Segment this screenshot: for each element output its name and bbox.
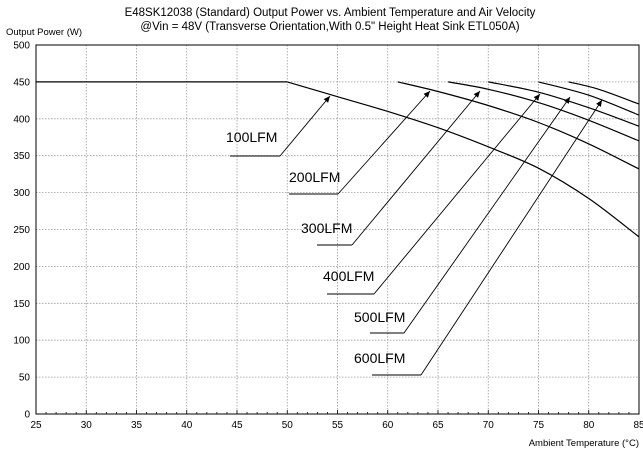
series-line-4 [538, 81, 640, 116]
y-tick-label: 300 [13, 188, 30, 199]
x-tick-label: 70 [483, 420, 495, 431]
y-tick-label: 450 [13, 77, 30, 88]
x-tick-label: 65 [432, 420, 444, 431]
series-line-5 [568, 81, 640, 105]
leader-line-0 [279, 95, 331, 157]
series-label-3: 400LFM [323, 268, 374, 284]
x-tick-label: 35 [131, 420, 143, 431]
series-label-4: 500LFM [354, 309, 405, 325]
series-label-0: 100LFM [226, 129, 277, 145]
y-tick-label: 50 [19, 373, 31, 384]
y-tick-label: 200 [13, 262, 30, 273]
y-axis-label: Output Power (W) [6, 27, 82, 38]
leader-arrowhead-4 [564, 97, 570, 104]
grid [35, 45, 640, 414]
y-tick-label: 400 [13, 114, 30, 125]
y-tick-label: 250 [13, 225, 30, 236]
plot-area-frame [35, 44, 640, 415]
y-tick-label: 100 [13, 336, 30, 347]
series-line-1 [397, 81, 640, 170]
tick-labels: 25 30 35 40 45 50 55 60 65 70 75 80 85 0 50 100 150 200 25… [13, 41, 643, 432]
leader-arrowhead-1 [423, 91, 430, 98]
leader-arrowhead-5 [596, 100, 602, 107]
series-line-0 [287, 81, 640, 238]
x-tick-label: 30 [81, 420, 93, 431]
leader-line-5 [420, 99, 603, 376]
series-label-1: 200LFM [289, 169, 340, 185]
leader-line-1 [337, 90, 431, 195]
x-tick-label: 40 [181, 420, 193, 431]
leader-line-4 [403, 96, 571, 334]
y-tick-label: 500 [13, 41, 30, 52]
leader-arrowhead-2 [473, 91, 480, 98]
series-callouts: 100LFM 200LFM 300LFM 400LFM 500LFM 600LFM [226, 90, 603, 376]
x-tick-label: 85 [633, 420, 643, 431]
y-tick-label: 150 [13, 299, 30, 310]
x-tick-label: 25 [30, 420, 42, 431]
leader-arrowhead-3 [533, 94, 540, 101]
x-tick-label: 45 [231, 420, 243, 431]
x-tick-label: 60 [382, 420, 394, 431]
series-label-5: 600LFM [354, 350, 405, 366]
x-tick-label: 80 [583, 420, 595, 431]
chart-subtitle: @Vin = 48V (Transverse Orientation,With … [140, 21, 519, 33]
x-tick-label: 75 [533, 420, 545, 431]
series-lines [36, 81, 640, 238]
x-tick-label: 55 [332, 420, 344, 431]
series-line-3 [488, 81, 640, 127]
chart-title: E48SK12038 (Standard) Output Power vs. A… [125, 7, 536, 19]
y-tick-label: 350 [13, 151, 30, 162]
x-axis-label: Ambient Temperature (°C) [529, 438, 639, 449]
leader-line-3 [373, 93, 541, 295]
series-line-2 [447, 81, 640, 142]
y-tick-label: 0 [24, 410, 30, 421]
leader-line-2 [351, 90, 481, 246]
series-label-2: 300LFM [301, 220, 352, 236]
leader-arrowhead-0 [323, 96, 330, 103]
x-tick-label: 50 [282, 420, 294, 431]
